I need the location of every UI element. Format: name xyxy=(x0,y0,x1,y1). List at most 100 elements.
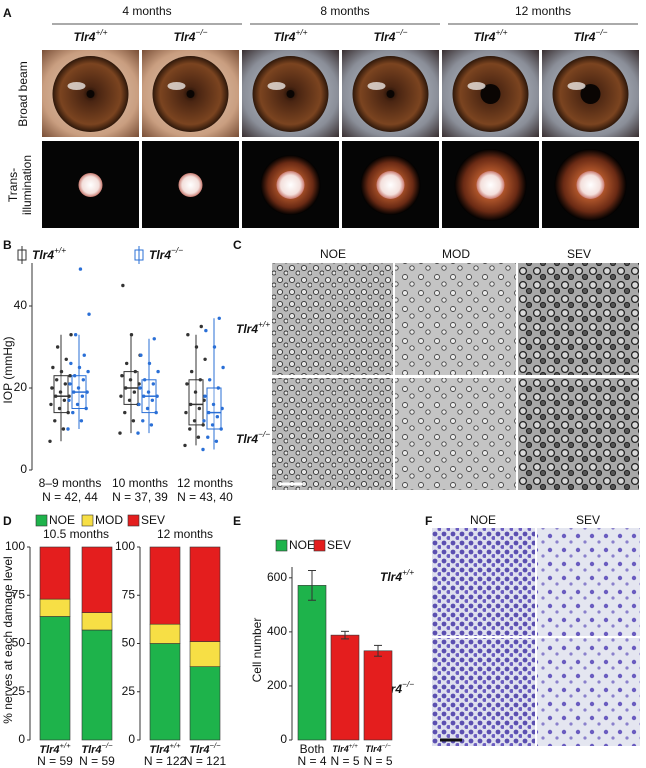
nissl-image xyxy=(432,528,535,636)
genotype-superscript: −/− xyxy=(171,245,183,255)
nissl-image xyxy=(537,528,640,636)
genotype-superscript: −/− xyxy=(382,743,391,750)
column-header: SEV xyxy=(567,247,591,261)
x-tick-note: N = 37, 39 xyxy=(112,490,168,504)
genotype-superscript: +/+ xyxy=(349,743,358,750)
genotype-name: Tlr4 xyxy=(189,744,209,756)
data-point xyxy=(147,361,152,366)
data-point xyxy=(68,382,72,386)
data-point xyxy=(73,333,78,337)
histology-image xyxy=(518,263,639,375)
data-point xyxy=(54,394,58,398)
panel-letter: F xyxy=(425,514,432,528)
genotype-label: Tlr4+/+ xyxy=(73,27,107,44)
data-point xyxy=(212,345,217,349)
bar-segment xyxy=(149,643,181,741)
y-tick-label: 20 xyxy=(14,380,28,394)
data-point xyxy=(59,369,64,374)
bar xyxy=(297,585,327,741)
row-label: Trans- xyxy=(6,168,20,202)
reflection xyxy=(567,82,586,90)
data-point xyxy=(141,419,145,423)
histology-image xyxy=(272,378,393,490)
data-point xyxy=(124,386,128,390)
genotype-superscript: +/+ xyxy=(495,27,507,37)
nissl-image xyxy=(537,638,640,746)
genotype-superscript: −/− xyxy=(595,27,607,37)
genotype-superscript: −/− xyxy=(210,741,222,750)
data-point xyxy=(118,431,122,435)
genotype-name: Tlr4 xyxy=(273,30,295,44)
x-tick-note: N = 59 xyxy=(79,754,115,768)
data-point xyxy=(66,410,70,415)
y-tick-label: 75 xyxy=(122,587,136,601)
data-point xyxy=(67,398,71,402)
y-tick-label: 25 xyxy=(122,684,136,698)
data-point xyxy=(139,353,143,357)
genotype-label: Tlr4−/− xyxy=(149,245,183,262)
data-point xyxy=(133,369,138,374)
data-point xyxy=(220,406,224,411)
pupil-glow xyxy=(178,173,203,197)
data-point xyxy=(76,386,81,390)
genotype-name: Tlr4 xyxy=(573,30,595,44)
y-tick-label: 0 xyxy=(280,732,287,746)
y-tick-label: 50 xyxy=(122,636,136,650)
data-point xyxy=(184,410,188,415)
data-point xyxy=(53,419,57,423)
genotype-label: Tlr4−/− xyxy=(373,27,407,44)
histology-image xyxy=(518,378,639,490)
genotype-superscript: −/− xyxy=(258,429,270,439)
data-point xyxy=(121,283,125,288)
genotype-name: Tlr4 xyxy=(73,30,95,44)
pupil xyxy=(580,84,601,104)
data-point xyxy=(203,394,207,398)
genotype-name: Tlr4 xyxy=(236,432,258,446)
legend-label: NOE xyxy=(49,513,75,527)
data-point xyxy=(203,357,207,361)
data-point xyxy=(75,402,80,407)
y-tick-label: 100 xyxy=(115,539,135,553)
data-point xyxy=(215,415,220,419)
bar xyxy=(330,634,360,741)
legend-swatch xyxy=(275,539,288,552)
bar xyxy=(363,650,393,741)
bar-segment xyxy=(149,623,181,644)
data-point xyxy=(79,419,84,423)
data-point xyxy=(198,378,203,382)
y-tick-label: 0 xyxy=(128,732,135,746)
legend-swatch xyxy=(35,514,48,527)
pupil-glow xyxy=(276,171,305,199)
reflection xyxy=(267,82,286,90)
data-point xyxy=(49,402,53,407)
data-point xyxy=(189,402,193,407)
group-title: 10.5 months xyxy=(43,527,109,541)
pupil xyxy=(480,84,501,104)
data-point xyxy=(120,374,124,378)
genotype-label: Tlr4−/− xyxy=(81,741,113,756)
bar-segment xyxy=(189,666,221,741)
data-point xyxy=(72,390,76,394)
bar-segment xyxy=(81,629,113,741)
genotype-name: Tlr4 xyxy=(373,30,395,44)
histology-image xyxy=(395,378,516,490)
data-point xyxy=(194,345,199,349)
data-point xyxy=(199,324,203,329)
y-axis-label: Cell number xyxy=(250,618,264,683)
data-point xyxy=(183,443,187,448)
box xyxy=(188,379,204,426)
data-point xyxy=(152,337,156,341)
genotype-label: Tlr4+/+ xyxy=(32,245,66,262)
x-tick-note: N = 42, 44 xyxy=(42,490,98,504)
data-point xyxy=(57,406,62,411)
data-point xyxy=(196,435,201,439)
bar-segment xyxy=(81,546,113,613)
genotype-label: Tlr4−/− xyxy=(236,429,270,446)
data-point xyxy=(131,419,136,423)
genotype-superscript: −/− xyxy=(102,741,114,750)
age-header: 4 months xyxy=(122,4,171,18)
genotype-label: Tlr4+/+ xyxy=(149,741,181,756)
data-point xyxy=(214,439,219,443)
pupil-glow xyxy=(476,171,505,199)
